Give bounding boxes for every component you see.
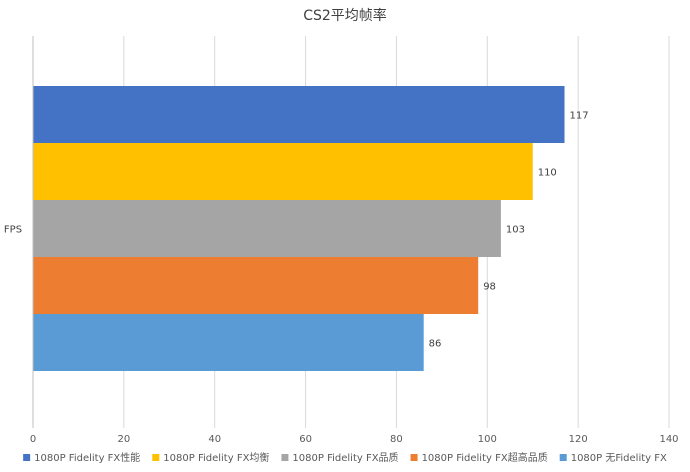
x-tick-label: 140 (659, 434, 678, 445)
legend-label: 1080P Fidelity FX品质 (292, 452, 398, 464)
x-tick-label: 20 (117, 434, 130, 445)
legend-swatch (410, 454, 418, 461)
data-labels: 117 110 103 98 86 (429, 111, 589, 350)
data-label: 110 (538, 168, 557, 179)
x-tick-label: 100 (478, 434, 497, 445)
legend-swatch (281, 454, 289, 461)
x-axis: 0 20 40 60 80 100 120 140 (30, 434, 679, 445)
bar (33, 200, 501, 257)
x-tick-label: 40 (208, 434, 221, 445)
legend-swatch (23, 454, 31, 461)
legend-label: 1080P Fidelity FX均衡 (163, 452, 269, 464)
legend-label: 1080P Fidelity FX超高品质 (422, 451, 548, 464)
x-tick-label: 120 (569, 434, 588, 445)
legend-swatch (559, 454, 567, 461)
data-label: 98 (483, 282, 496, 293)
data-label: 103 (506, 225, 525, 236)
data-label: 86 (429, 339, 442, 350)
bar (33, 257, 479, 314)
legend-label: 1080P 无Fidelity FX (571, 453, 667, 464)
legend-swatch (152, 454, 160, 461)
bar (33, 143, 533, 200)
bar (33, 86, 565, 143)
legend: 1080P Fidelity FX性能 1080P Fidelity FX均衡 10… (23, 451, 667, 464)
x-tick-label: 60 (299, 434, 312, 445)
data-label: 117 (570, 111, 589, 122)
bar (33, 314, 424, 371)
chart-title: CS2平均帧率 (303, 7, 387, 24)
x-tick-label: 0 (30, 434, 36, 445)
x-tick-label: 80 (390, 434, 403, 445)
legend-label: 1080P Fidelity FX性能 (34, 451, 140, 464)
bars (33, 86, 565, 371)
y-axis: FPS (4, 36, 34, 428)
y-category-label: FPS (4, 225, 22, 236)
